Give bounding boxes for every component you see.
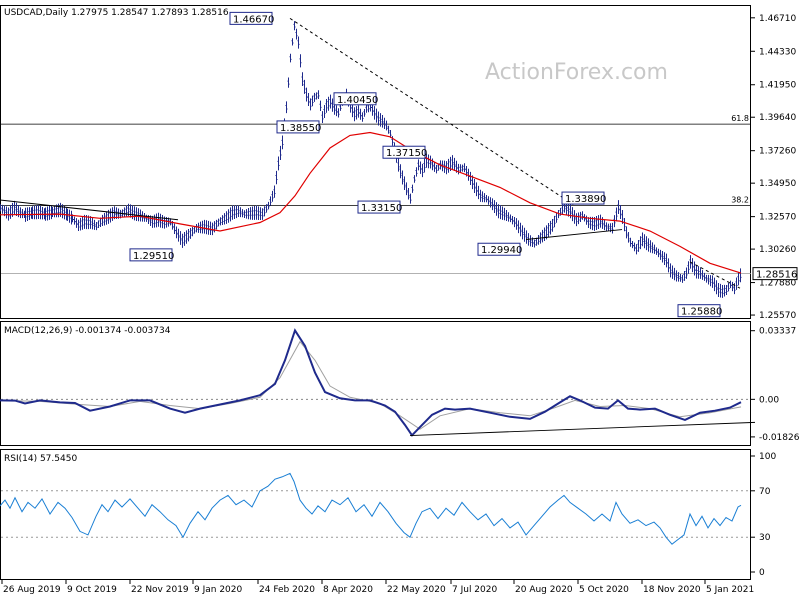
price-y-tick-label: 1.44330 xyxy=(759,47,796,57)
x-tick-label: 22 May 2020 xyxy=(387,585,446,595)
price-y-tick-label: 1.37260 xyxy=(759,147,796,157)
price-y-tick-label: 1.25570 xyxy=(759,311,796,321)
rsi-y-tick-label: 100 xyxy=(759,452,776,462)
price-y-tick-label: 1.41950 xyxy=(759,81,796,91)
price-annotation-box xyxy=(382,145,426,159)
price-annotation-box xyxy=(229,11,273,25)
watermark: ActionForex.com xyxy=(485,60,668,85)
x-tick-label: 24 Feb 2020 xyxy=(259,585,315,595)
price-plot: 1.46710 1.44330 1.41950 1.39640 1.37260 1.349… xyxy=(0,11,798,321)
x-tick-label: 9 Jan 2020 xyxy=(194,585,242,595)
macd-panel-title: MACD(12,26,9) -0.001374 -0.003734 xyxy=(4,326,171,336)
price-annotation-box xyxy=(561,191,605,205)
price-annotation-label: 1.46670 xyxy=(233,14,274,25)
price-annotation-label: 1.29940 xyxy=(481,245,522,256)
x-tick-label: 8 Apr 2020 xyxy=(323,585,373,595)
price-annotation-label: 1.33890 xyxy=(565,194,606,205)
fib-level-label: 38.2 xyxy=(731,196,749,205)
x-axis: 26 Aug 2019 9 Oct 2019 22 Nov 2019 9 Jan 20… xyxy=(1,580,754,595)
rsi-y-tick-label: 70 xyxy=(759,487,771,497)
rsi-panel-frame xyxy=(0,449,751,580)
rsi-line xyxy=(0,472,742,545)
x-tick-label: 22 Nov 2019 xyxy=(131,585,189,595)
price-annotation-box xyxy=(677,304,721,318)
x-tick-label: 20 Aug 2020 xyxy=(515,585,573,595)
rsi-plot: 100 70 30 0 xyxy=(0,452,776,578)
price-y-tick-label: 1.46710 xyxy=(759,14,796,24)
price-y-tick-label: 1.27880 xyxy=(759,279,796,289)
price-annotation-label: 1.38550 xyxy=(280,123,321,134)
price-annotation-box xyxy=(477,242,521,256)
price-y-tick-label: 1.34950 xyxy=(759,179,796,189)
price-annotation-box xyxy=(357,200,401,214)
price-y-tick-label: 1.39640 xyxy=(759,113,796,123)
price-annotation-label: 1.29510 xyxy=(133,251,174,262)
x-tick-label: 5 Oct 2020 xyxy=(579,585,629,595)
macd-main-line xyxy=(0,328,742,437)
rsi-panel-title: RSI(14) 57.5450 xyxy=(4,454,77,464)
price-annotation-label: 1.40450 xyxy=(337,95,378,106)
x-tick-label: 7 Jul 2020 xyxy=(452,585,497,595)
price-annotation-box xyxy=(333,92,377,106)
price-annotation-box xyxy=(129,248,173,262)
macd-y-tick-label: -0.018262 xyxy=(759,433,800,443)
price-annotation-label: 1.37150 xyxy=(386,148,427,159)
trend-line xyxy=(289,17,576,207)
price-panel-title: USDCAD,Daily 1.27975 1.28547 1.27893 1.2… xyxy=(4,8,229,18)
macd-trend-line xyxy=(409,421,756,436)
trend-line xyxy=(525,229,623,241)
x-tick-label: 18 Nov 2020 xyxy=(643,585,701,595)
rsi-y-tick-label: 30 xyxy=(759,533,771,543)
price-annotation-label: 1.25880 xyxy=(681,307,722,318)
trend-line xyxy=(0,199,179,221)
rsi-y-tick-label: 0 xyxy=(759,568,765,578)
x-tick-label: 26 Aug 2019 xyxy=(3,585,61,595)
fib-level-label: 61.8 xyxy=(731,114,749,123)
moving-average-line xyxy=(0,131,742,274)
price-annotation-label: 1.33150 xyxy=(361,203,402,214)
price-y-tick-label: 1.30260 xyxy=(759,245,796,255)
price-annotation-box xyxy=(276,120,320,134)
macd-y-tick-label: 0.03337 xyxy=(759,327,796,337)
x-tick-label: 9 Oct 2019 xyxy=(67,585,117,595)
price-panel-frame xyxy=(0,5,751,319)
macd-y-tick-label: 0.00 xyxy=(759,395,779,405)
x-tick-label: 5 Jan 2021 xyxy=(706,585,754,595)
price-y-tick-label: 1.32570 xyxy=(759,213,796,223)
current-price-box xyxy=(752,267,798,281)
current-price-label: 1.28516 xyxy=(756,270,797,281)
macd-plot: 0.03337 0.00 -0.018262 xyxy=(0,327,800,443)
macd-panel-frame xyxy=(0,321,751,446)
